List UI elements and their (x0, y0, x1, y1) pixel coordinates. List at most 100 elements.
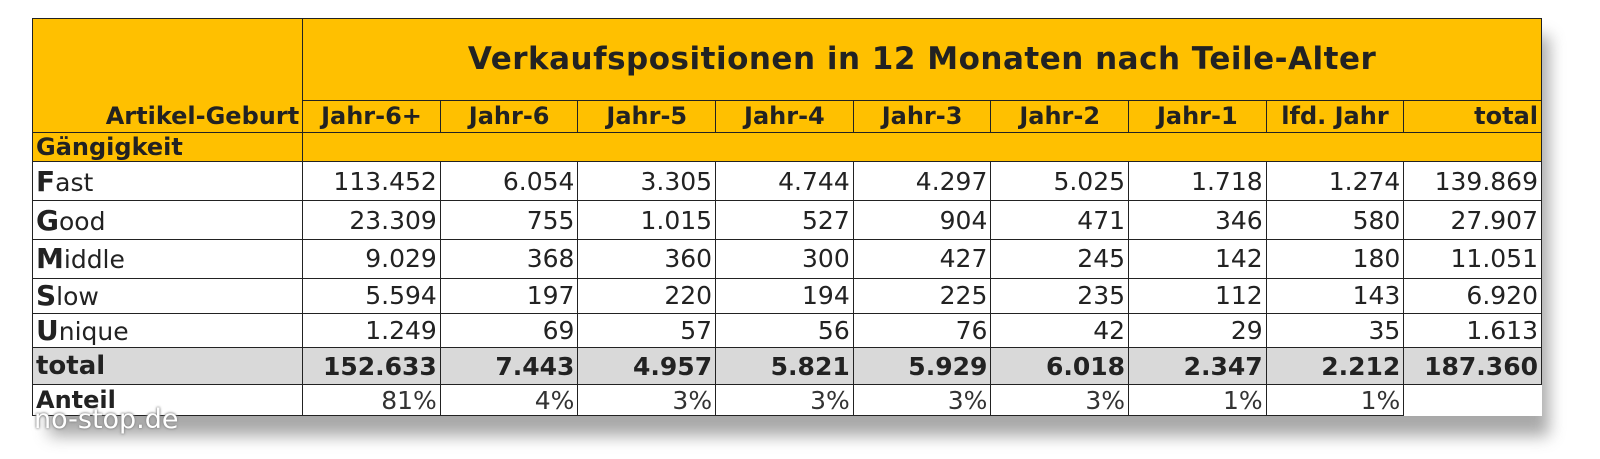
column-header: Jahr-4 (715, 99, 854, 133)
sales-table: Verkaufspositionen in 12 Monaten nach Te… (31, 18, 1542, 416)
row-label-rest: low (56, 282, 99, 312)
row-initial: U (36, 314, 59, 348)
total-cell: 2.347 (1128, 347, 1267, 386)
table-title: Verkaufspositionen in 12 Monaten nach Te… (302, 18, 1542, 101)
table-cell: 225 (852, 277, 992, 314)
share-row: Anteil 81% 4% 3% 3% 3% 3% 1% 1% (31, 384, 1542, 416)
table-cell: 346 (1128, 200, 1267, 240)
table-cell: 1.274 (1265, 161, 1405, 202)
table-cell: 3.305 (577, 161, 717, 202)
watermark: no-stop.de (34, 404, 179, 435)
table-cell: 9.029 (302, 238, 441, 279)
row-label-rest: ood (58, 206, 106, 236)
table-cell: 180 (1265, 238, 1405, 279)
column-header: Jahr-6 (439, 99, 579, 133)
share-label: Anteil (31, 384, 304, 416)
table-cell: 427 (852, 238, 992, 279)
table-cell: 5.594 (302, 277, 441, 314)
column-header: Jahr-1 (1128, 99, 1267, 133)
table-cell: 235 (990, 277, 1130, 314)
table-row: Fast 113.452 6.054 3.305 4.744 4.297 5.0… (31, 161, 1542, 202)
total-cell: 187.360 (1403, 347, 1542, 386)
table-cell: 6.920 (1403, 277, 1542, 314)
row-label-rest: ast (55, 167, 94, 197)
share-cell: 3% (715, 384, 854, 416)
table-cell: 194 (715, 277, 854, 314)
column-header: Jahr-6+ (302, 99, 441, 133)
table-cell: 142 (1128, 238, 1267, 279)
total-cell: 5.929 (852, 347, 992, 386)
row-initial: M (36, 242, 64, 276)
share-cell: 3% (852, 384, 992, 416)
table-cell: 755 (439, 200, 579, 240)
row-label: Middle (31, 238, 304, 279)
table-row: Unique 1.249 69 57 56 76 42 29 35 1.613 (31, 312, 1542, 349)
group-label-row: Gängigkeit (31, 131, 1542, 163)
table-row: Middle 9.029 368 360 300 427 245 142 180… (31, 238, 1542, 279)
table-cell: 5.025 (990, 161, 1130, 202)
table-cell: 23.309 (302, 200, 441, 240)
total-row: total 152.633 7.443 4.957 5.821 5.929 6.… (31, 347, 1542, 386)
table-cell: 360 (577, 238, 717, 279)
table-cell: 904 (852, 200, 992, 240)
total-cell: 2.212 (1265, 347, 1405, 386)
share-cell: 3% (577, 384, 717, 416)
total-cell: 5.821 (715, 347, 854, 386)
total-cell: 7.443 (439, 347, 579, 386)
share-cell: 3% (990, 384, 1130, 416)
share-cell-empty (1403, 384, 1542, 416)
table-cell: 42 (990, 312, 1130, 349)
share-cell: 1% (1265, 384, 1405, 416)
table-cell: 35 (1265, 312, 1405, 349)
row-label: Fast (31, 161, 304, 202)
table-cell: 300 (715, 238, 854, 279)
table-cell: 11.051 (1403, 238, 1542, 279)
column-header: total (1403, 99, 1542, 133)
corner-cell (31, 18, 304, 101)
table-cell: 143 (1265, 277, 1405, 314)
table-cell: 1.613 (1403, 312, 1542, 349)
column-header: Jahr-5 (577, 99, 717, 133)
title-row: Verkaufspositionen in 12 Monaten nach Te… (31, 18, 1542, 101)
share-cell: 81% (302, 384, 441, 416)
table-cell: 57 (577, 312, 717, 349)
table-cell: 29 (1128, 312, 1267, 349)
share-cell: 4% (439, 384, 579, 416)
column-header: Jahr-2 (990, 99, 1130, 133)
row-label: Slow (31, 277, 304, 314)
table-cell: 220 (577, 277, 717, 314)
table-cell: 139.869 (1403, 161, 1542, 202)
table-cell: 527 (715, 200, 854, 240)
total-cell: 152.633 (302, 347, 441, 386)
table-cell: 69 (439, 312, 579, 349)
table-row: Good 23.309 755 1.015 527 904 471 346 58… (31, 200, 1542, 240)
total-cell: 4.957 (577, 347, 717, 386)
table-cell: 245 (990, 238, 1130, 279)
table-cell: 6.054 (439, 161, 579, 202)
column-header-row: Artikel-Geburt Jahr-6+ Jahr-6 Jahr-5 Jah… (31, 99, 1542, 133)
row-label-rest: iddle (63, 245, 125, 275)
row-label-rest: nique (58, 317, 129, 347)
table-cell: 580 (1265, 200, 1405, 240)
table-cell: 1.718 (1128, 161, 1267, 202)
table-cell: 4.297 (852, 161, 992, 202)
row-initial: S (36, 279, 57, 313)
table-cell: 1.015 (577, 200, 717, 240)
row-label: Unique (31, 312, 304, 349)
table-row: Slow 5.594 197 220 194 225 235 112 143 6… (31, 277, 1542, 314)
row-header-label: Artikel-Geburt (31, 100, 304, 133)
table-cell: 471 (990, 200, 1130, 240)
column-header: lfd. Jahr (1265, 99, 1405, 133)
table-cell: 112 (1128, 277, 1267, 314)
row-label: Good (31, 200, 304, 240)
total-cell: 6.018 (990, 347, 1130, 386)
table-cell: 197 (439, 277, 579, 314)
column-header: Jahr-3 (852, 99, 992, 133)
table-cell: 76 (852, 312, 992, 349)
total-label: total (31, 347, 304, 386)
row-initial: G (36, 203, 59, 237)
table-cell: 56 (715, 312, 854, 349)
row-initial: F (36, 164, 56, 198)
group-label: Gängigkeit (31, 131, 304, 163)
table-cell: 27.907 (1403, 200, 1542, 240)
